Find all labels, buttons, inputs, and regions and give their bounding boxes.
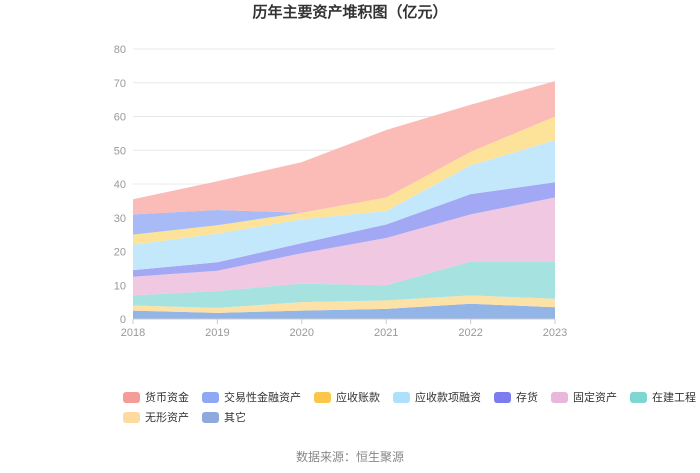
y-tick-label: 40: [114, 179, 126, 191]
data-source-note: 数据来源：恒生聚源: [296, 449, 404, 464]
legend-label: 固定资产: [573, 390, 617, 404]
y-tick-label: 50: [114, 145, 126, 157]
legend-item-e697a0e5bda2e8b584e4baa7[interactable]: 无形资产: [123, 410, 189, 424]
legend-label: 货币资金: [145, 390, 189, 404]
area-e4baa4e69893e680a7e98791e89e8de8b584e4baa7: [133, 116, 555, 235]
legend-item-e4baa4e69893e680a7e98791e89e8de8b584e4baa7[interactable]: 交易性金融资产: [202, 390, 301, 404]
x-tick-label: 2022: [458, 327, 482, 339]
x-tick-label: 2019: [205, 327, 229, 339]
legend-label: 无形资产: [145, 410, 189, 424]
y-tick-label: 80: [114, 44, 126, 56]
area-series: [133, 81, 555, 319]
legend-label: 其它: [224, 410, 246, 424]
legend-item-e59bbae5ae9ae8b584e4baa7[interactable]: 固定资产: [551, 390, 617, 404]
legend-swatch: [551, 392, 568, 403]
axes: 0 10 20 30 40 50 60 70 80 2018 2019 2020 2021 2022 202…: [114, 44, 567, 339]
legend-label: 应收款项融资: [415, 390, 481, 404]
area-e8b4a7e5b881e8b584e98791: [133, 81, 555, 215]
legend-item-e59ca8e5bbbae5b7a5e7a88b[interactable]: 在建工程: [630, 390, 696, 404]
area-e59ca8e5bbbae5b7a5e7a88b: [133, 261, 555, 308]
area-e697a0e5bda2e8b584e4baa7: [133, 295, 555, 313]
area-e585b6e5ae83: [133, 303, 555, 319]
y-tick-label: 30: [114, 213, 126, 225]
area-e5ba94e694b6e8b4a6e6acbe: [133, 116, 555, 245]
legend-item-e585b6e5ae83[interactable]: 其它: [202, 410, 246, 424]
legend-label: 在建工程: [652, 390, 696, 404]
y-tick-label: 20: [114, 247, 126, 259]
legend-swatch: [202, 412, 219, 423]
y-tick-label: 70: [114, 78, 126, 90]
area-e5ad98e8b4a7: [133, 182, 555, 277]
legend-label: 存货: [516, 390, 538, 404]
x-tick-label: 2020: [290, 327, 314, 339]
chart-title: 历年主要资产堆积图（亿元）: [252, 3, 447, 21]
y-tick-label: 60: [114, 112, 126, 124]
x-tick-label: 2023: [543, 327, 567, 339]
legend-swatch: [314, 392, 331, 403]
area-e5ba94e694b6e6acbee9a1b9e89e8de8b584: [133, 140, 555, 271]
legend-swatch: [123, 412, 140, 423]
legend-item-e5ba94e694b6e8b4a6e6acbe[interactable]: 应收账款: [314, 390, 380, 404]
legend-swatch: [393, 392, 410, 403]
legend-label: 交易性金融资产: [224, 390, 301, 404]
y-tick-label: 10: [114, 280, 126, 292]
y-tick-label: 0: [120, 314, 126, 326]
x-tick-label: 2018: [121, 327, 145, 339]
legend-swatch: [202, 392, 219, 403]
x-tick-label: 2021: [374, 327, 398, 339]
legend-swatch: [123, 392, 140, 403]
legend-swatch: [494, 392, 511, 403]
legend-swatch: [630, 392, 647, 403]
legend-item-e5ad98e8b4a7[interactable]: 存货: [494, 390, 538, 404]
legend-label: 应收账款: [336, 390, 380, 404]
legend-item-e5ba94e694b6e6acbee9a1b9e89e8de8b584[interactable]: 应收款项融资: [393, 390, 481, 404]
legend-item-e8b4a7e5b881e8b584e98791[interactable]: 货币资金: [123, 390, 189, 404]
area-e59bbae5ae9ae8b584e4baa7: [133, 197, 555, 296]
